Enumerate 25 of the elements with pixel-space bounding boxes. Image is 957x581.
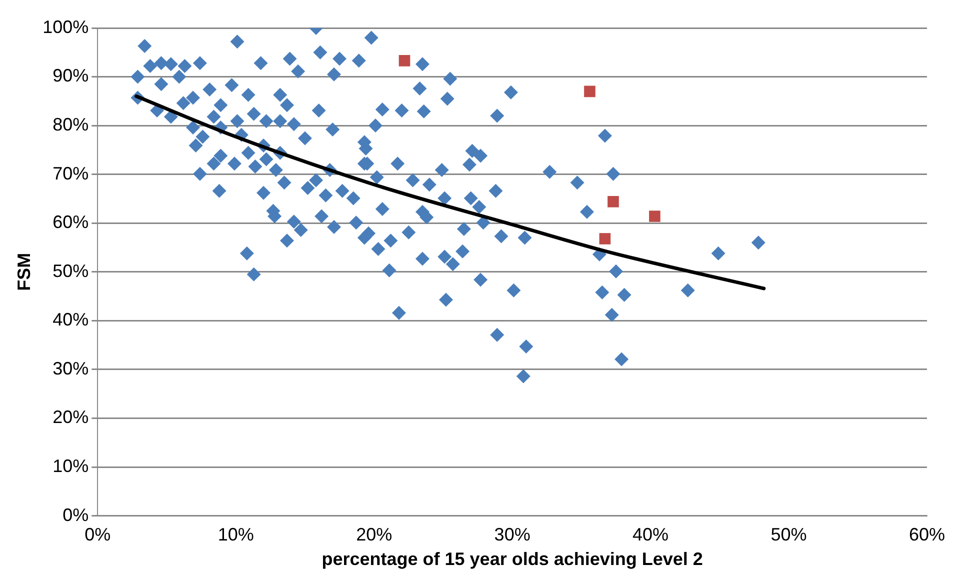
x-tick-label: 20% [356, 524, 392, 545]
x-tick-label: 60% [908, 524, 946, 545]
x-tick-label: 50% [770, 524, 807, 545]
y-tick-label: 60% [52, 212, 89, 232]
y-axis-title: FSM [14, 252, 34, 291]
point [584, 86, 596, 98]
point [608, 196, 619, 208]
x-tick-label: 10% [218, 524, 254, 545]
y-tick-label: 70% [52, 163, 89, 184]
point [649, 210, 660, 222]
x-tick-label: 40% [632, 524, 669, 545]
y-tick-label: 40% [52, 310, 89, 330]
y-tick-label: 10% [52, 456, 89, 476]
y-tick-label: 90% [52, 66, 89, 86]
y-tick-label: 100% [42, 16, 89, 37]
x-tick-label: 0% [84, 524, 111, 545]
x-axis-title: percentage of 15 year olds achieving Level 2 [322, 549, 703, 570]
point [599, 233, 611, 244]
point [398, 55, 410, 66]
y-tick-label: 80% [52, 114, 89, 135]
y-tick-label: 0% [62, 504, 89, 525]
y-tick-label: 20% [52, 407, 89, 428]
y-tick-label: 30% [52, 358, 89, 378]
x-tick-label: 30% [494, 524, 530, 545]
y-tick-label: 50% [52, 260, 89, 281]
